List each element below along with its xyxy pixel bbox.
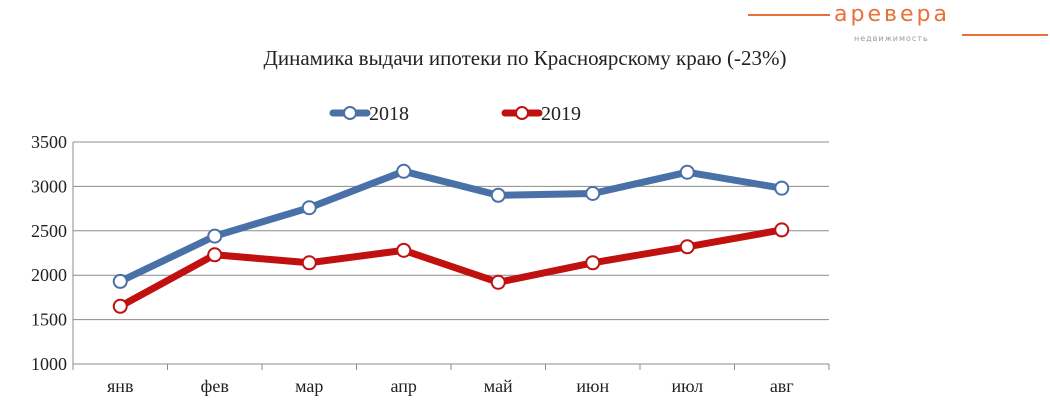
logo-subtitle: недвижимость xyxy=(854,34,929,43)
data-point-2018-авг xyxy=(774,180,790,196)
x-tick-label: май xyxy=(484,376,513,396)
data-point-2018-июн xyxy=(585,186,601,202)
x-tick-label: мар xyxy=(295,376,323,396)
legend-label-2019: 2019 xyxy=(541,103,581,125)
x-tick-label: апр xyxy=(391,376,417,396)
chart-title: Динамика выдачи ипотеки по Красноярскому… xyxy=(263,46,787,70)
logo-wordmark: аревера xyxy=(834,2,950,27)
data-point-2019-фев xyxy=(207,247,223,263)
data-point-2018-фев xyxy=(207,228,223,244)
y-tick-label: 1500 xyxy=(31,310,67,330)
data-point-2019-июл xyxy=(679,239,695,255)
x-tick-label: июн xyxy=(576,376,609,396)
data-point-2019-июн xyxy=(585,255,601,271)
y-tick-label: 3500 xyxy=(31,132,67,152)
data-point-2018-май xyxy=(490,187,506,203)
brand-logo: аревера недвижимость xyxy=(748,2,1048,48)
x-tick-label: июл xyxy=(671,376,703,396)
legend-label-2018: 2018 xyxy=(369,103,409,125)
data-point-2018-апр xyxy=(396,163,412,179)
x-tick-label: фев xyxy=(201,376,229,396)
legend-marker-2018 xyxy=(343,106,357,120)
data-point-2019-апр xyxy=(396,242,412,258)
logo-line-right xyxy=(962,34,1048,36)
data-point-2019-янв xyxy=(112,298,128,314)
data-point-2018-янв xyxy=(112,273,128,289)
series-line-2018 xyxy=(116,167,786,285)
data-point-2018-июл xyxy=(679,164,695,180)
legend-marker-2019 xyxy=(515,106,529,120)
x-tick-label: янв xyxy=(107,376,133,396)
data-point-2019-май xyxy=(490,274,506,290)
y-tick-label: 3000 xyxy=(31,176,67,196)
y-tick-label: 2500 xyxy=(31,221,67,241)
data-point-2018-мар xyxy=(301,200,317,216)
series-line-2019 xyxy=(116,226,786,310)
data-point-2019-авг xyxy=(774,222,790,238)
logo-line-left xyxy=(748,14,830,16)
x-tick-label: авг xyxy=(770,376,794,396)
data-point-2019-мар xyxy=(301,255,317,271)
y-tick-label: 2000 xyxy=(31,265,67,285)
y-tick-label: 1000 xyxy=(31,354,67,374)
